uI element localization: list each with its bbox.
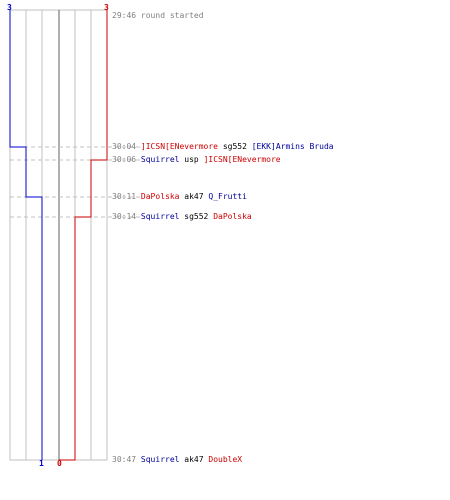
event-killer: Squirrel (140, 212, 180, 221)
event-time: 30:11 (112, 192, 137, 201)
event-victim: DaPolska (213, 212, 252, 221)
event-weapon: ak47 (184, 455, 204, 464)
event-row: 29:46 round started (112, 11, 204, 21)
event-victim: Q_Frutti (208, 192, 247, 201)
event-weapon: ak47 (184, 192, 204, 201)
event-time: 30:04 (112, 142, 137, 151)
event-row: 30:47 Squirrel ak47 DoubleX (112, 455, 242, 465)
red-score-bottom: 0 (57, 459, 62, 468)
red-team-alive-line (59, 10, 108, 461)
red-score-top: 3 (104, 3, 109, 12)
blue-score-bottom: 1 (39, 459, 44, 468)
event-time: 30:47 (112, 455, 137, 464)
blue-team-alive-line (9, 10, 43, 460)
event-killer: ]ICSN[ENevermore (140, 142, 218, 151)
blue-score-top: 3 (7, 3, 12, 12)
event-time: 30:06 (112, 155, 137, 164)
event-weapon: sg552 (222, 142, 247, 151)
event-row: 30:04 ]ICSN[ENevermore sg552 [EKK]Armins… (112, 142, 334, 152)
event-time: 29:46 (112, 11, 137, 20)
event-time: 30:14 (112, 212, 137, 221)
event-victim: [EKK]Armins Bruda (251, 142, 334, 151)
event-weapon: usp (184, 155, 199, 164)
event-row: 30:06 Squirrel usp ]ICSN[ENevermore (112, 155, 281, 165)
event-row: 30:14 Squirrel sg552 DaPolska (112, 212, 252, 222)
event-note: round started (140, 11, 204, 20)
event-weapon: sg552 (184, 212, 209, 221)
event-victim: ]ICSN[ENevermore (203, 155, 281, 164)
event-killer: DaPolska (140, 192, 180, 201)
event-killer: Squirrel (140, 455, 180, 464)
event-row: 30:11 DaPolska ak47 Q_Frutti (112, 192, 247, 202)
event-victim: DoubleX (208, 455, 243, 464)
event-killer: Squirrel (140, 155, 180, 164)
